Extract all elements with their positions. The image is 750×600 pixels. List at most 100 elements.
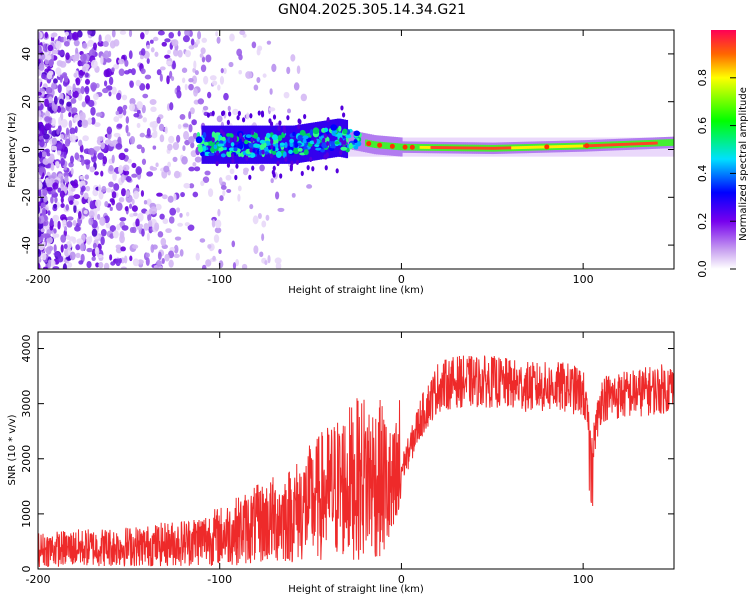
spectrogram-noise-blob	[250, 137, 254, 143]
spectrogram-noise-blob	[290, 54, 296, 62]
spectrogram-noise-blob	[132, 258, 140, 267]
spectrogram-noise-blob	[84, 72, 89, 78]
spectrogram-core-blob	[288, 149, 293, 155]
spectrogram-noise-blob	[52, 182, 59, 190]
spectrogram-band	[360, 132, 364, 152]
spectrogram-hot-dot	[377, 142, 383, 148]
spectrogram-noise-blob	[79, 111, 86, 121]
spectrogram-noise-blob	[215, 31, 219, 37]
spectrogram-noise-blob	[38, 116, 43, 121]
spectrogram-noise-blob	[100, 55, 104, 65]
spectrogram-noise-blob	[72, 83, 76, 93]
spectrogram-noise-blob	[209, 75, 217, 81]
spectrogram-noise-blob	[43, 214, 48, 222]
spectrogram-noise-blob	[221, 131, 226, 137]
spectrogram-noise-blob	[146, 232, 150, 242]
spectrogram-tone-core	[602, 143, 606, 147]
spectrogram-core-blob	[200, 151, 205, 157]
spectrogram-noise-blob	[84, 78, 90, 85]
spectrogram-noise-blob	[176, 134, 181, 143]
spectrogram-tone	[373, 141, 377, 148]
spectrogram-noise-blob	[237, 110, 241, 117]
spectrogram-noise-blob	[272, 114, 277, 120]
spectrogram-noise-blob	[211, 80, 218, 86]
colorbar-tick-label: 0.0	[696, 260, 709, 278]
spectrogram-noise-blob	[63, 151, 67, 159]
spectrogram-noise-blob	[97, 40, 105, 47]
spectrogram-tone-core	[450, 146, 453, 150]
spectrogram-noise-blob	[237, 185, 242, 192]
spectrogram-tone-core	[491, 146, 495, 150]
spectrogram-noise-blob	[65, 127, 70, 136]
spectrogram-noise-blob	[204, 170, 211, 176]
spectrogram-core-blob	[195, 136, 203, 144]
spectrogram-noise-blob	[47, 259, 52, 269]
spectrogram-noise-blob	[159, 213, 165, 220]
spectrogram-noise-blob	[53, 78, 58, 84]
spectrogram-noise-blob	[286, 66, 291, 75]
spectrogram-noise-blob	[108, 165, 114, 172]
spectrogram-image	[38, 30, 674, 269]
spectrogram-noise-blob	[192, 162, 197, 167]
spectrogram-noise-blob	[87, 147, 95, 156]
spectrogram-tone-core	[471, 146, 475, 150]
spectrogram-tone	[386, 142, 390, 150]
spectrogram-tone-core	[607, 143, 610, 147]
spectrogram-noise-blob	[125, 176, 132, 183]
spectrogram-tone-core	[500, 146, 503, 150]
spectrogram-noise-blob	[42, 252, 47, 261]
spectrogram-noise-blob	[188, 77, 194, 83]
spectrogram-tone-core	[576, 144, 580, 148]
spectrogram-noise-blob	[93, 93, 99, 101]
spectrogram-noise-blob	[133, 112, 140, 118]
spectrogram-noise-blob	[53, 228, 57, 234]
spectrogram-core-blob	[251, 148, 256, 153]
colorbar-tick-label: 0.6	[696, 117, 709, 135]
spectrogram-noise-blob	[150, 106, 157, 113]
spectrogram-noise-blob	[56, 150, 62, 156]
spectrogram-noise-blob	[270, 178, 274, 184]
spectrogram-core-blob	[220, 153, 226, 158]
spectrogram-ticks: -200 -100 0 100 40 20 0 -20 -40	[20, 30, 674, 286]
spectrogram-noise-blob	[56, 128, 60, 135]
spectrogram-noise-blob	[116, 224, 121, 231]
spectrogram-core-blob	[237, 142, 244, 150]
spectrogram-band	[362, 132, 366, 153]
spectrogram-noise-blob	[159, 66, 166, 71]
spectrogram-noise-blob	[125, 116, 130, 124]
spectrogram-noise-blob	[69, 155, 74, 164]
spectrogram-noise-blob	[194, 70, 199, 76]
spectrogram-core-blob	[254, 143, 261, 148]
spectrogram-tone-core	[548, 145, 551, 149]
spectrogram-noise-blob	[125, 190, 131, 198]
spectrogram-noise-blob	[118, 197, 125, 203]
spectrogram-tone-core	[537, 145, 540, 149]
spectrogram-noise-blob	[94, 212, 98, 221]
spectrogram-noise-blob	[51, 145, 57, 151]
spectrogram-noise-blob	[67, 262, 73, 268]
spectrogram-noise-blob	[44, 122, 52, 131]
spectrogram-core-blob	[294, 140, 298, 147]
spectrogram-noise-blob	[52, 266, 60, 269]
spectrogram-noise-blob	[42, 187, 48, 196]
spectrogram-noise-blob	[66, 220, 73, 228]
spectrogram-noise-blob	[295, 159, 299, 165]
spectrogram-noise-blob	[57, 84, 62, 94]
spectrogram-core-blob	[331, 129, 338, 134]
spectrogram-noise-blob	[176, 207, 181, 213]
spectrogram-noise-blob	[223, 92, 229, 101]
spectrogram-noise-blob	[45, 86, 53, 94]
spectrogram-noise-blob	[243, 167, 250, 173]
spectrogram-noise-blob	[115, 143, 123, 150]
spectrogram-noise-blob	[40, 202, 46, 208]
spectrogram-noise-blob	[177, 124, 182, 130]
spectrogram-noise-blob	[235, 163, 239, 169]
spectrogram-noise-blob	[73, 72, 78, 78]
spectrogram-noise-blob	[309, 156, 313, 162]
spectrogram-tone-core	[539, 145, 543, 149]
spectrogram-noise-blob	[296, 65, 301, 74]
spectrogram-tone-core	[480, 146, 484, 150]
spectrogram-noise-blob	[79, 175, 85, 180]
spectrogram-tone-core	[502, 146, 506, 150]
